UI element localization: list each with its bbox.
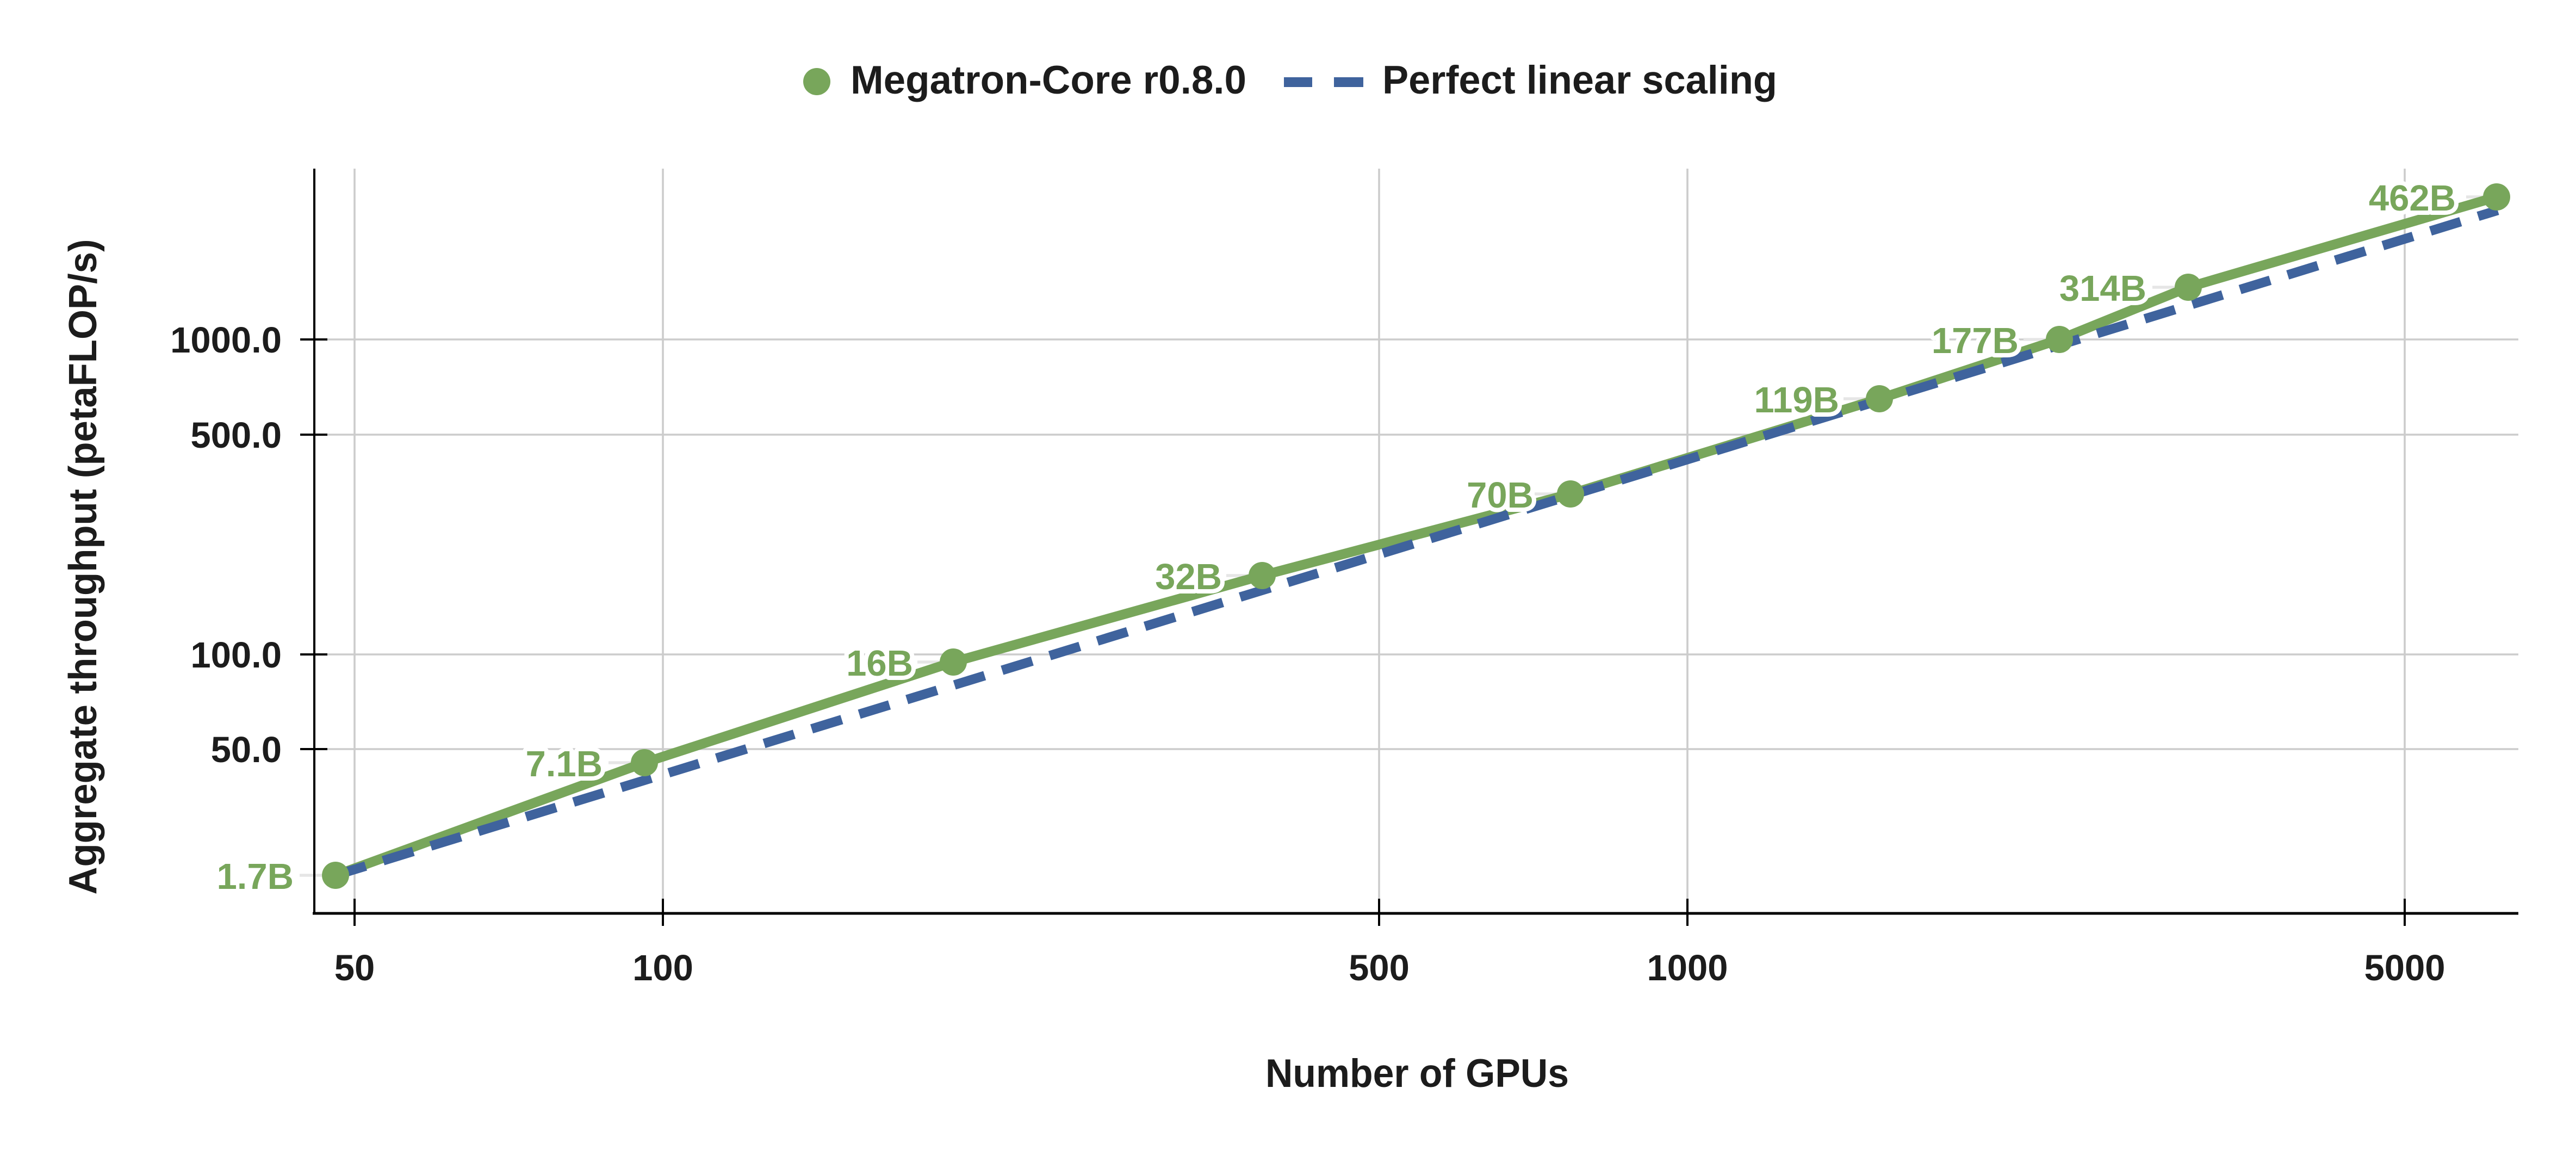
svg-text:177B: 177B xyxy=(1932,320,2019,361)
svg-text:7.1B: 7.1B xyxy=(525,744,603,784)
svg-text:500: 500 xyxy=(1349,948,1410,988)
svg-text:50: 50 xyxy=(334,948,375,988)
svg-text:500.0: 500.0 xyxy=(190,415,282,456)
svg-text:119B: 119B xyxy=(1754,380,1839,421)
svg-text:Perfect linear scaling: Perfect linear scaling xyxy=(1382,58,1777,102)
svg-text:462B: 462B xyxy=(2369,178,2456,219)
svg-text:50.0: 50.0 xyxy=(211,730,282,770)
svg-text:Megatron-Core r0.8.0: Megatron-Core r0.8.0 xyxy=(851,58,1246,102)
svg-text:Number of GPUs: Number of GPUs xyxy=(1265,1052,1569,1096)
svg-text:314B: 314B xyxy=(2059,268,2146,309)
svg-text:70B: 70B xyxy=(1467,475,1534,516)
svg-text:1000: 1000 xyxy=(1647,948,1728,988)
svg-text:100: 100 xyxy=(632,948,693,988)
svg-text:1000.0: 1000.0 xyxy=(170,320,282,361)
svg-text:100.0: 100.0 xyxy=(190,635,282,676)
svg-text:5000: 5000 xyxy=(2364,948,2445,988)
svg-text:1.7B: 1.7B xyxy=(216,856,294,897)
svg-text:16B: 16B xyxy=(846,643,913,684)
svg-text:Aggregate throughput (petaFLOP: Aggregate throughput (petaFLOP/s) xyxy=(61,239,105,895)
svg-text:32B: 32B xyxy=(1155,557,1222,597)
